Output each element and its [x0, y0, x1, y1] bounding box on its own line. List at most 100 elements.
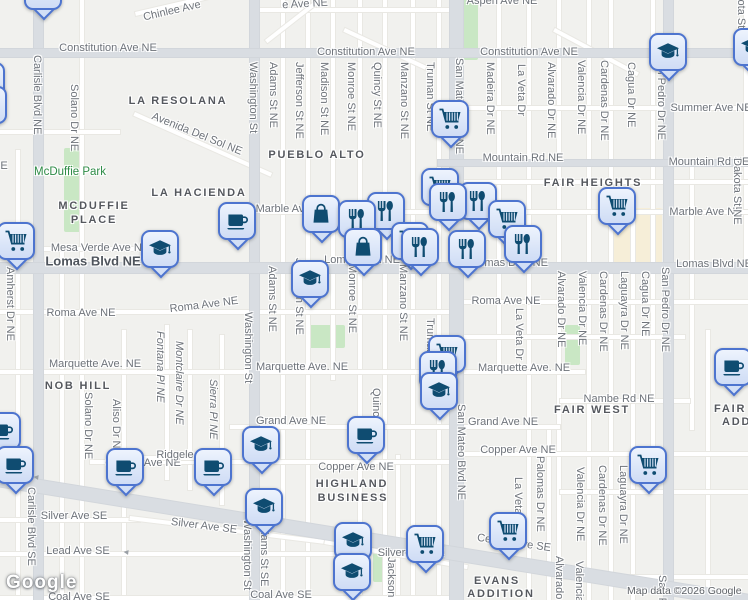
coffee-pin[interactable] [347, 416, 385, 465]
road-minor [128, 456, 228, 460]
street-label: Avenida Del Sol NE [150, 110, 244, 158]
road-minor [0, 596, 460, 600]
cart-pin[interactable] [598, 187, 636, 236]
road-minor [358, 0, 362, 600]
street-label: Dakota St NE [731, 158, 743, 225]
street-label: Valencia Dr NE [574, 467, 586, 542]
street-label: Madeira Dr NE [484, 62, 496, 135]
bag-pin[interactable] [344, 228, 382, 277]
district-label: FAIR WEST [553, 404, 631, 416]
bag-icon [24, 0, 62, 10]
bag-pin[interactable] [302, 195, 340, 244]
road-minor [230, 425, 560, 429]
cart-pin[interactable] [431, 100, 469, 149]
grad-icon [333, 553, 371, 591]
road-minor [0, 130, 120, 134]
coffee-pin[interactable] [0, 412, 21, 461]
grad-pin[interactable] [242, 426, 280, 475]
cart-pin[interactable] [406, 525, 444, 574]
bag-pin[interactable] [0, 86, 7, 135]
road-minor [455, 180, 748, 184]
restaurant-icon [401, 228, 439, 266]
grad-pin[interactable] [333, 553, 371, 600]
district-label: LA RESOLANA [128, 95, 228, 107]
street-label: Quincy St NE [371, 62, 383, 129]
coffee-icon [347, 416, 385, 454]
grad-pin[interactable] [245, 488, 283, 537]
restaurant-pin[interactable] [401, 228, 439, 277]
grad-pin[interactable] [141, 230, 179, 279]
park-area [64, 148, 81, 232]
grad-pin[interactable] [420, 372, 458, 421]
cart-icon [598, 187, 636, 225]
road-minor [281, 0, 285, 600]
road-minor [16, 150, 20, 600]
coffee-pin[interactable] [0, 446, 34, 495]
road-minor [744, 0, 748, 270]
cart-icon [629, 446, 667, 484]
coffee-icon [194, 448, 232, 486]
coffee-icon [714, 348, 748, 386]
coffee-pin[interactable] [714, 348, 748, 397]
cart-icon [406, 525, 444, 563]
district-label: LA HACIENDA [151, 187, 247, 199]
street-label: E [0, 160, 8, 172]
road-minor [455, 300, 748, 304]
coffee-pin[interactable] [218, 202, 256, 251]
grad-pin[interactable] [649, 33, 687, 82]
road-minor [0, 310, 455, 314]
road-minor [165, 325, 169, 480]
restaurant-pin[interactable] [448, 230, 486, 279]
restaurant-pin[interactable] [504, 225, 542, 274]
google-logo[interactable]: Google [6, 572, 78, 593]
grad-icon [245, 488, 283, 526]
road-minor [0, 247, 160, 251]
grad-icon [420, 372, 458, 410]
road-minor [560, 490, 748, 494]
road-major [450, 0, 463, 600]
street-label: Manzano St NE [398, 62, 410, 140]
bag-pin[interactable] [24, 0, 62, 21]
street-label: Amherst Dr NE [4, 267, 16, 341]
district-label: BUSINESS [317, 492, 389, 504]
street-label: Adams St NE [267, 62, 279, 129]
street-label: Cardenas Dr NE [596, 465, 608, 546]
road-minor [331, 0, 335, 380]
road-minor [651, 0, 655, 460]
street-label: Jefferson St NE [293, 62, 305, 139]
road-minor [0, 518, 140, 522]
coffee-pin[interactable] [194, 448, 232, 497]
street-label: Valencia Dr NE [575, 60, 587, 135]
road-minor [560, 399, 690, 403]
coffee-pin[interactable] [106, 448, 144, 497]
bag-icon [0, 86, 7, 124]
district-label: ADDITION [467, 588, 535, 600]
grad-pin[interactable] [291, 260, 329, 309]
coffee-icon [218, 202, 256, 240]
road-minor [383, 0, 387, 600]
map-attribution: Map data ©2026 Google [627, 585, 742, 597]
road-minor [0, 370, 585, 374]
cart-icon [431, 100, 469, 138]
grad-icon [242, 426, 280, 464]
restaurant-icon [429, 183, 467, 221]
district-label: ADDITION [722, 416, 748, 428]
cart-icon [489, 512, 527, 550]
street-label: Monroe St NE [345, 62, 357, 132]
cart-icon [0, 222, 35, 260]
district-label: FAIR [714, 403, 747, 415]
cart-pin[interactable] [629, 446, 667, 495]
road-minor [690, 160, 694, 430]
district-label: HIGHLAND [315, 478, 389, 490]
grad-pin[interactable] [733, 28, 748, 77]
cart-pin[interactable] [489, 512, 527, 561]
road-major [0, 49, 748, 57]
park-area [462, 0, 478, 60]
road-minor [0, 552, 340, 556]
restaurant-pin[interactable] [429, 183, 467, 232]
road-minor [631, 210, 635, 600]
road-minor [462, 452, 748, 456]
cart-pin[interactable] [0, 222, 35, 271]
grad-icon [141, 230, 179, 268]
